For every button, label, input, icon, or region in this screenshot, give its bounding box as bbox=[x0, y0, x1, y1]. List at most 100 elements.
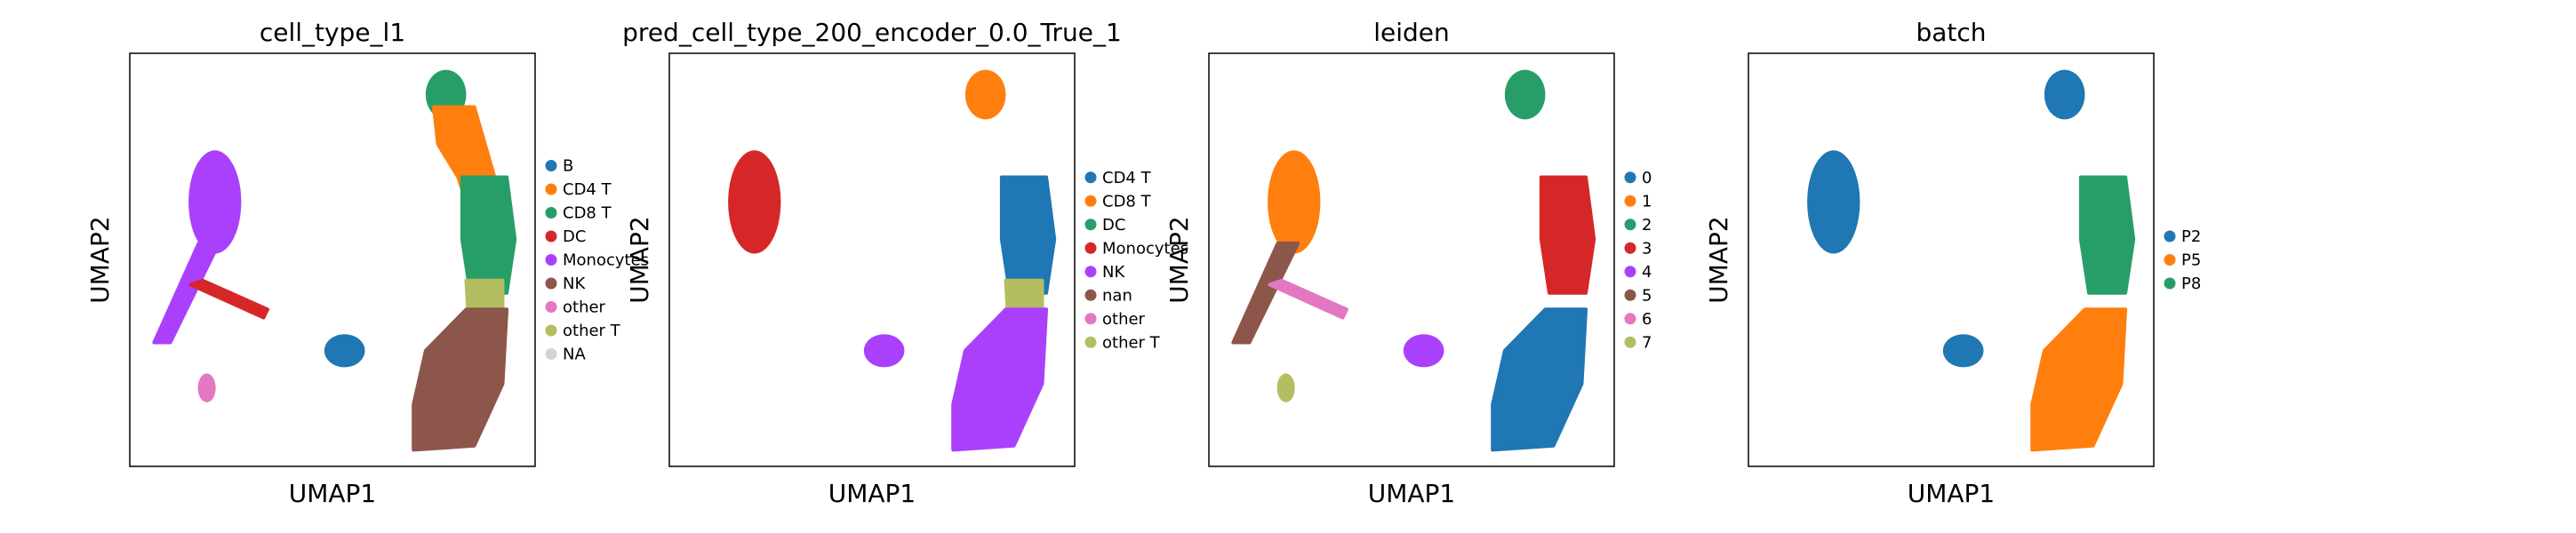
cluster-nk bbox=[951, 307, 1049, 452]
panel-3: leiden UMAP1 UMAP2 0 1 2 3 4 5 6 7 bbox=[1164, 18, 1652, 508]
legend-marker bbox=[1084, 289, 1097, 301]
legend-marker bbox=[1084, 171, 1097, 184]
cluster-nk bbox=[412, 307, 509, 452]
cluster-monocytes bbox=[152, 241, 221, 345]
legend-label: 7 bbox=[1642, 333, 1652, 352]
legend-marker bbox=[545, 324, 557, 337]
legend-label: Monocytes bbox=[1102, 239, 1188, 258]
cluster-3 bbox=[1539, 175, 1596, 295]
cluster-p5 bbox=[2030, 307, 2128, 452]
axes-frame bbox=[1208, 52, 1615, 467]
legend-marker bbox=[545, 183, 557, 195]
x-axis-label: UMAP1 bbox=[289, 479, 377, 508]
cluster-b bbox=[324, 334, 365, 368]
axes-frame bbox=[1748, 52, 2155, 467]
y-axis-label: UMAP2 bbox=[85, 216, 115, 304]
panel-4: batch UMAP1 UMAP2 P2 P5 P8 bbox=[1704, 18, 2201, 508]
legend-label: other bbox=[1102, 310, 1146, 329]
legend-marker bbox=[1624, 195, 1636, 207]
legend: B CD4 T CD8 T DC Monocytes NK other other T NA bbox=[545, 157, 649, 364]
legend-label: other T bbox=[1102, 333, 1161, 352]
legend-label: 4 bbox=[1642, 263, 1652, 282]
legend-marker bbox=[1624, 313, 1636, 325]
cluster-0 bbox=[1491, 307, 1588, 452]
legend-label: DC bbox=[1102, 216, 1125, 235]
legend-marker bbox=[1624, 171, 1636, 184]
x-axis-label: UMAP1 bbox=[1908, 479, 1996, 508]
legend-marker bbox=[1084, 242, 1097, 254]
cluster-cd8-t bbox=[460, 175, 517, 295]
y-axis-label: UMAP2 bbox=[1164, 216, 1194, 304]
x-axis-label: UMAP1 bbox=[1368, 479, 1456, 508]
legend-marker bbox=[545, 348, 557, 360]
legend-marker bbox=[1084, 313, 1097, 325]
legend-marker bbox=[2164, 277, 2176, 290]
cluster-monocytes bbox=[188, 150, 242, 254]
legend-marker bbox=[545, 301, 557, 313]
legend-marker bbox=[545, 160, 557, 171]
panel-title: pred_cell_type_200_encoder_0.0_True_1 bbox=[622, 18, 1122, 47]
legend-marker bbox=[545, 207, 557, 219]
legend-marker bbox=[1084, 195, 1097, 207]
clusters bbox=[1807, 69, 2136, 452]
x-axis-label: UMAP1 bbox=[828, 479, 916, 508]
cluster-nk bbox=[863, 334, 905, 368]
legend-label: CD8 T bbox=[1102, 192, 1152, 211]
legend-label: 2 bbox=[1642, 216, 1652, 235]
legend-label: P8 bbox=[2181, 274, 2201, 293]
legend-marker bbox=[1084, 219, 1097, 231]
legend-marker bbox=[1624, 219, 1636, 231]
legend-marker bbox=[1624, 266, 1636, 278]
cluster-4 bbox=[1403, 334, 1444, 368]
legend-marker bbox=[1084, 336, 1097, 348]
panel-title: batch bbox=[1916, 18, 1986, 47]
legend-label: NK bbox=[563, 274, 586, 293]
legend-marker bbox=[1084, 266, 1097, 278]
legend-marker bbox=[1624, 336, 1636, 348]
panel-2: pred_cell_type_200_encoder_0.0_True_1 UMA… bbox=[622, 18, 1188, 508]
cluster-p2 bbox=[2044, 69, 2085, 120]
legend-label: nan bbox=[1102, 286, 1132, 305]
legend-label: P5 bbox=[2181, 251, 2201, 270]
clusters bbox=[1231, 69, 1596, 452]
legend-label: Monocytes bbox=[563, 251, 649, 270]
axes-frame bbox=[129, 52, 536, 467]
cluster-p8 bbox=[2078, 175, 2136, 295]
legend-label: other T bbox=[563, 322, 621, 340]
legend-marker bbox=[545, 277, 557, 290]
legend-marker bbox=[545, 254, 557, 266]
cluster-7 bbox=[1276, 373, 1295, 402]
legend-label: 3 bbox=[1642, 239, 1652, 258]
cluster-5 bbox=[1231, 241, 1300, 345]
legend-marker bbox=[2164, 254, 2176, 266]
y-axis-label: UMAP2 bbox=[1704, 216, 1733, 304]
cluster-cd4-t bbox=[999, 175, 1057, 295]
legend-label: NA bbox=[563, 346, 586, 364]
clusters bbox=[152, 69, 517, 452]
cluster-2 bbox=[1504, 69, 1546, 120]
legend-marker bbox=[1624, 242, 1636, 254]
clusters bbox=[728, 69, 1057, 452]
cluster-cd8-t bbox=[964, 69, 1006, 120]
legend-label: 0 bbox=[1642, 169, 1652, 187]
legend-marker bbox=[545, 230, 557, 243]
legend: CD4 T CD8 T DC Monocytes NK nan other other T bbox=[1084, 169, 1188, 352]
legend-label: 1 bbox=[1642, 192, 1652, 211]
cluster-p2 bbox=[1942, 334, 1984, 368]
y-axis-label: UMAP2 bbox=[625, 216, 654, 304]
cluster-p2 bbox=[1807, 150, 1860, 254]
legend: 0 1 2 3 4 5 6 7 bbox=[1624, 169, 1652, 352]
panel-title: cell_type_l1 bbox=[260, 18, 405, 47]
legend-label: other bbox=[563, 298, 606, 317]
panel-1: cell_type_l1 UMAP1 UMAP2 B CD4 T CD8 T DC Monoc… bbox=[85, 18, 649, 508]
panel-title: leiden bbox=[1373, 18, 1450, 47]
legend: P2 P5 P8 bbox=[2164, 227, 2201, 293]
axes-frame bbox=[668, 52, 1076, 467]
cluster-dc bbox=[188, 278, 269, 320]
legend-marker bbox=[2164, 230, 2176, 243]
cluster-other bbox=[197, 373, 216, 402]
legend-label: CD8 T bbox=[563, 204, 612, 223]
legend-label: NK bbox=[1102, 263, 1125, 282]
cluster-1 bbox=[1268, 150, 1321, 254]
cluster-6 bbox=[1268, 278, 1348, 320]
